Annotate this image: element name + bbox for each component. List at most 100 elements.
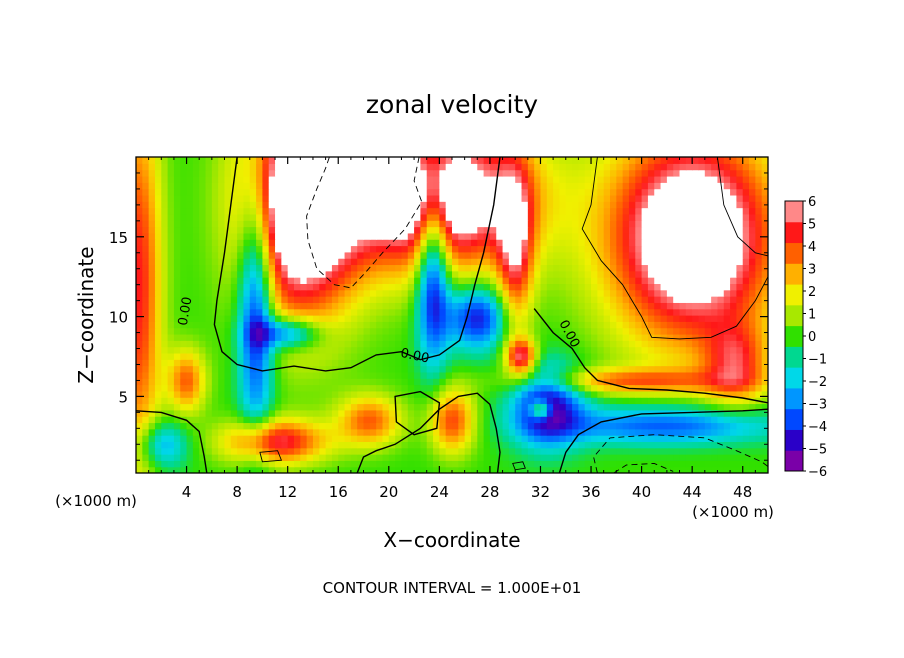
field-cell xyxy=(388,327,396,335)
field-cell xyxy=(319,333,327,341)
field-cell xyxy=(154,416,162,424)
field-cell xyxy=(186,308,194,316)
field-cell xyxy=(363,302,371,310)
field-cell xyxy=(382,365,390,373)
field-cell xyxy=(502,201,510,209)
field-cell xyxy=(445,321,453,329)
field-cell xyxy=(363,188,371,196)
field-cell xyxy=(148,447,156,455)
field-cell xyxy=(540,289,548,297)
field-cell xyxy=(508,333,516,341)
field-cell xyxy=(243,416,251,424)
field-cell xyxy=(407,441,415,449)
field-cell xyxy=(736,283,744,291)
field-cell xyxy=(161,207,169,215)
field-cell xyxy=(540,239,548,247)
field-cell xyxy=(376,157,384,164)
field-cell xyxy=(540,245,548,253)
field-cell xyxy=(414,270,421,278)
field-cell xyxy=(534,277,542,284)
field-cell xyxy=(452,454,459,461)
field-cell xyxy=(205,308,213,316)
field-cell xyxy=(376,371,384,379)
field-cell xyxy=(464,346,472,354)
field-cell xyxy=(268,315,276,322)
field-cell xyxy=(647,428,655,436)
field-cell xyxy=(414,207,421,215)
field-cell xyxy=(420,207,428,215)
field-cell xyxy=(230,213,238,221)
field-cell xyxy=(148,352,156,360)
field-cell xyxy=(167,163,175,171)
field-cell xyxy=(704,283,712,291)
field-cell xyxy=(338,371,346,379)
field-cell xyxy=(426,321,434,329)
field-cell xyxy=(414,403,421,411)
field-cell xyxy=(603,258,611,266)
field-cell xyxy=(161,251,169,259)
field-cell xyxy=(312,409,320,417)
field-cell xyxy=(136,359,143,367)
field-cell xyxy=(262,264,270,272)
field-cell xyxy=(192,258,200,266)
field-cell xyxy=(357,169,365,177)
field-cell xyxy=(331,182,339,190)
field-cell xyxy=(230,384,238,392)
field-cell xyxy=(211,251,219,259)
field-cell xyxy=(433,340,440,348)
field-cell xyxy=(717,264,725,272)
field-cell xyxy=(521,365,529,373)
field-cell xyxy=(357,239,365,247)
field-cell xyxy=(458,460,466,468)
field-cell xyxy=(736,346,744,354)
field-cell xyxy=(628,163,636,171)
field-cell xyxy=(287,302,295,310)
field-cell xyxy=(622,327,630,335)
field-cell xyxy=(666,239,674,247)
field-cell xyxy=(761,220,768,228)
field-cell xyxy=(186,188,194,196)
field-cell xyxy=(534,264,542,272)
field-cell xyxy=(641,264,649,272)
field-cell xyxy=(584,175,592,183)
field-cell xyxy=(306,352,314,360)
field-cell xyxy=(483,365,491,373)
field-cell xyxy=(553,435,561,442)
field-cell xyxy=(736,397,744,405)
field-cell xyxy=(723,397,731,405)
field-cell xyxy=(717,163,725,171)
field-cell xyxy=(445,302,453,310)
field-cell xyxy=(357,289,365,297)
field-cell xyxy=(673,384,681,392)
field-cell xyxy=(654,213,662,221)
field-cell xyxy=(698,175,706,183)
field-cell xyxy=(426,296,434,303)
field-cell xyxy=(508,289,516,297)
field-cell xyxy=(344,416,352,424)
field-cell xyxy=(154,422,162,430)
field-cell xyxy=(148,169,156,177)
field-cell xyxy=(647,194,655,202)
field-cell xyxy=(692,226,700,234)
field-cell xyxy=(426,371,434,379)
field-cell xyxy=(540,333,548,341)
field-cell xyxy=(300,441,308,449)
field-cell xyxy=(610,264,617,272)
field-cell xyxy=(496,403,504,411)
field-cell xyxy=(502,371,510,379)
field-cell xyxy=(294,157,301,164)
field-cell xyxy=(395,277,403,284)
field-cell xyxy=(173,188,181,196)
field-cell xyxy=(704,460,712,468)
field-cell xyxy=(730,194,737,202)
field-cell xyxy=(698,308,706,316)
field-cell xyxy=(312,466,320,473)
field-cell xyxy=(300,220,308,228)
field-cell xyxy=(610,213,617,221)
field-cell xyxy=(243,239,251,247)
field-cell xyxy=(622,321,630,329)
field-cell xyxy=(489,175,497,183)
field-cell xyxy=(414,308,421,316)
field-cell xyxy=(559,163,567,171)
field-cell xyxy=(300,182,308,190)
